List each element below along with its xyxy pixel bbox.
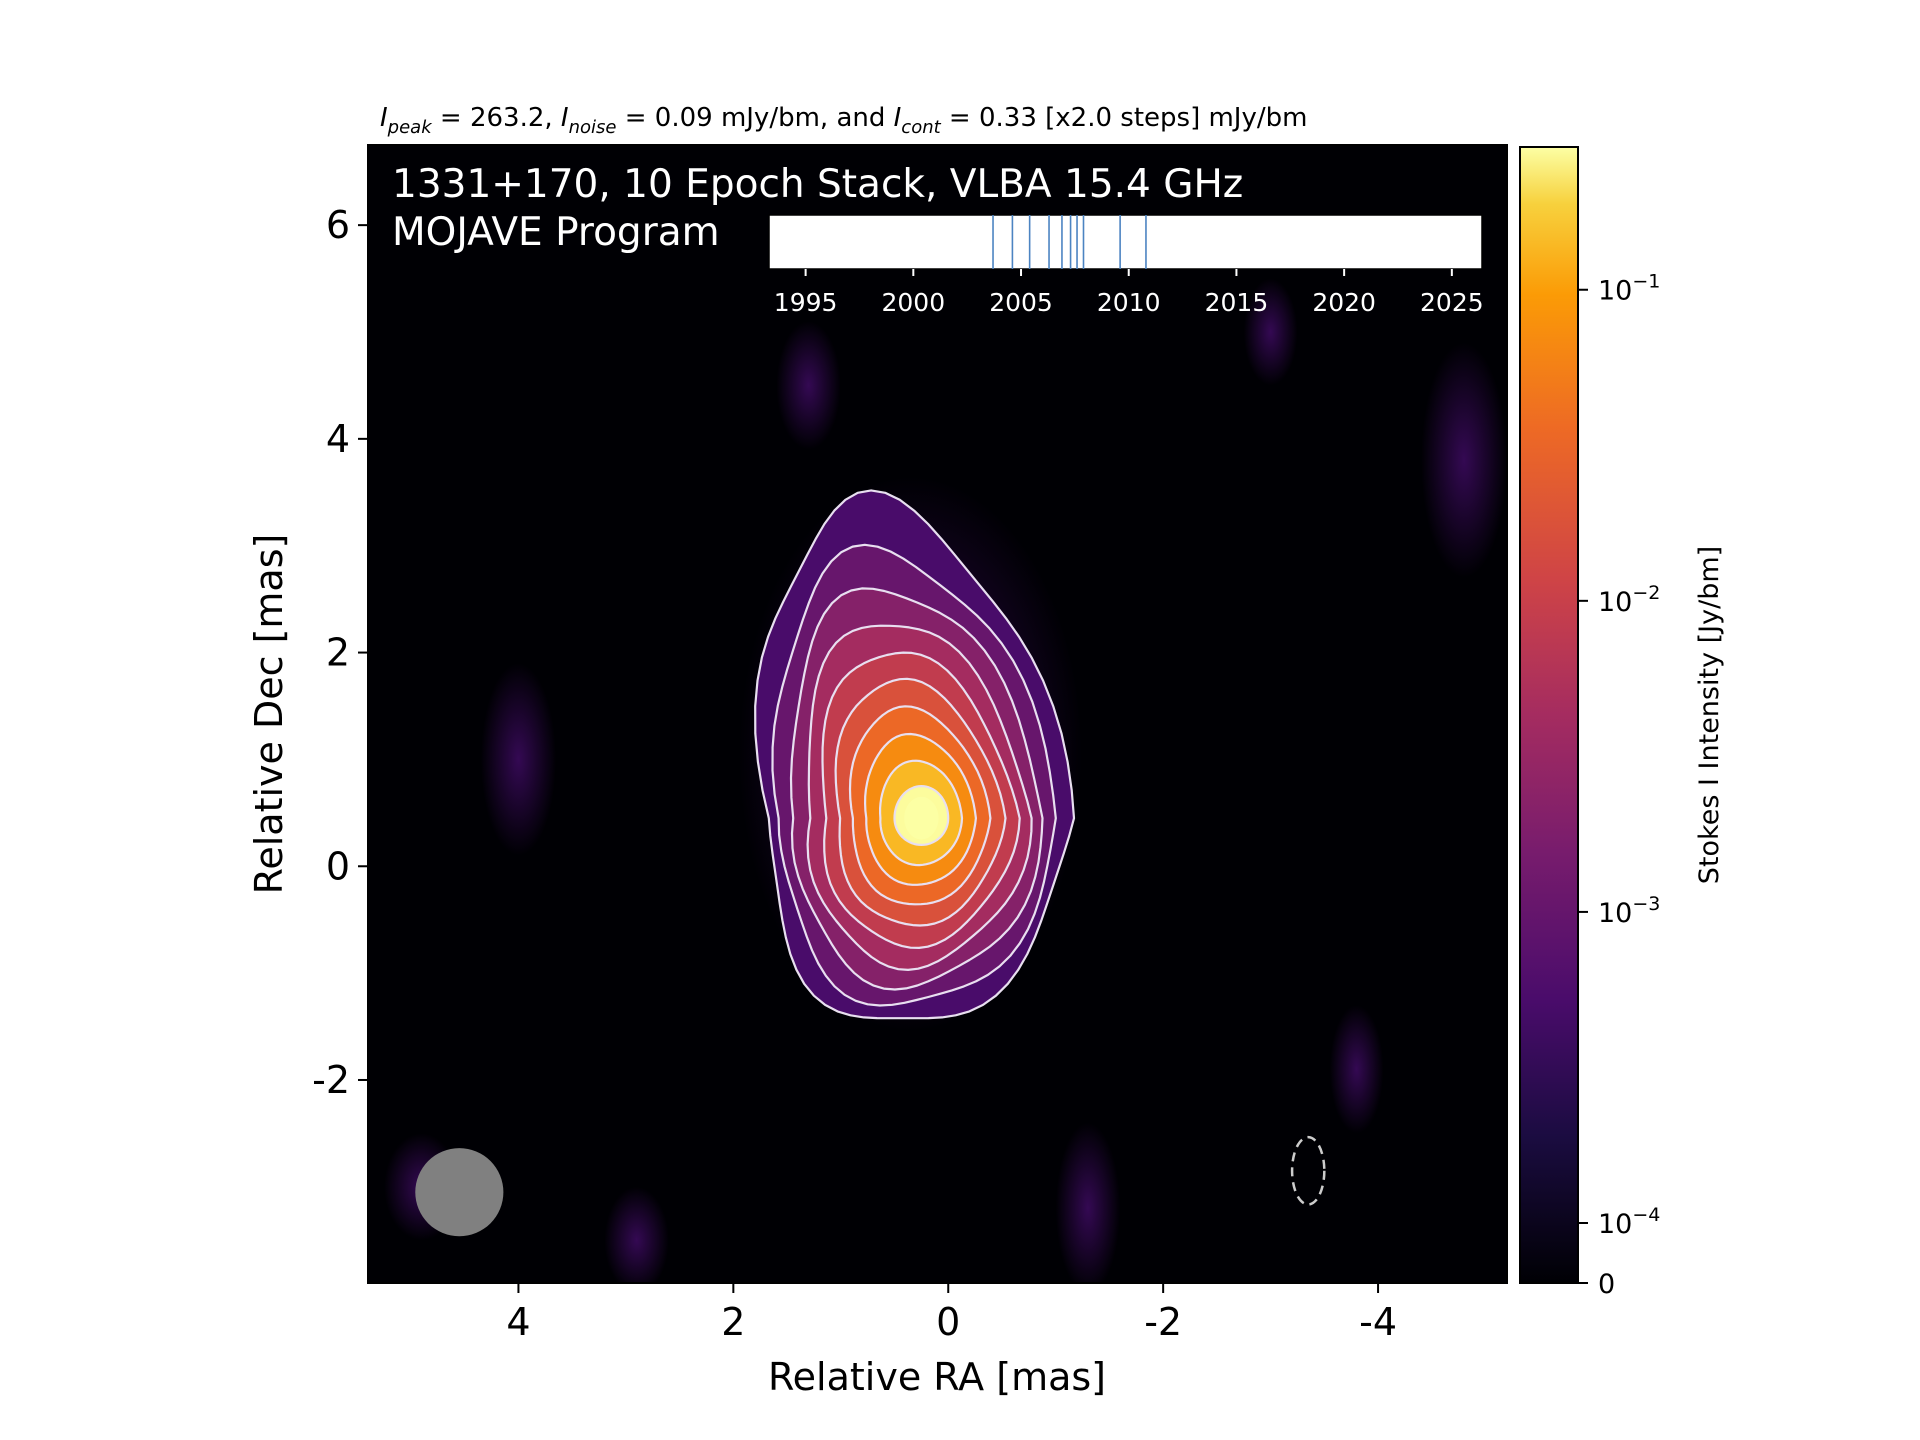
y-axis-label: Relative Dec [mas] — [247, 534, 291, 895]
timeline-tick-label: 2015 — [1205, 288, 1269, 317]
colorbar-tick-label: 0 — [1598, 1269, 1615, 1300]
dashed-ellipse — [1290, 1135, 1326, 1206]
y-tick-label: 4 — [326, 417, 350, 461]
timeline-tick-label: 2020 — [1312, 288, 1376, 317]
colorbar-label: Stokes I Intensity [Jy/bm] — [1694, 546, 1725, 884]
noise-blob — [776, 321, 841, 450]
contour-set — [738, 476, 1083, 1032]
noise-blob — [480, 663, 557, 856]
noise-blob — [1421, 342, 1507, 578]
intensity-map — [368, 145, 1507, 1283]
noise-features — [384, 278, 1507, 1283]
timeline-tick-label: 2005 — [989, 288, 1053, 317]
map-frame — [367, 144, 1508, 1284]
timeline-tick-label: 2000 — [882, 288, 946, 317]
header-stats: Ipeak = 263.2, Inoise = 0.09 mJy/bm, and… — [380, 103, 1307, 138]
beam-circle — [415, 1148, 504, 1237]
timeline-tick-label: 1995 — [774, 288, 838, 317]
x-tick-label: 4 — [506, 1300, 530, 1344]
overlay-subtitle: MOJAVE Program — [392, 210, 720, 255]
colorbar-tick-label: 10−4 — [1598, 1204, 1660, 1240]
x-axis: 4 2 0 -2 -4 — [506, 1283, 1397, 1344]
colorbar-tick-label: 10−3 — [1598, 893, 1660, 929]
y-tick-label: 0 — [326, 844, 350, 888]
x-tick-label: 0 — [936, 1300, 960, 1344]
noise-blob — [604, 1186, 669, 1283]
colorbar-tick-label: 10−2 — [1598, 582, 1660, 618]
epoch-timeline: 1995 2000 2005 2010 2015 2020 2025 — [768, 214, 1484, 317]
source-peak — [904, 796, 939, 840]
x-tick-label: 2 — [721, 1300, 745, 1344]
x-axis-label: Relative RA [mas] — [768, 1355, 1106, 1399]
y-tick-label: -2 — [312, 1058, 350, 1102]
timeline-frame — [768, 214, 1483, 270]
y-axis: -2 0 2 4 6 — [312, 203, 368, 1102]
overlay-title: 1331+170, 10 Epoch Stack, VLBA 15.4 GHz — [392, 162, 1243, 207]
noise-blob — [1055, 1122, 1121, 1283]
noise-blob — [1243, 278, 1298, 386]
y-tick-label: 2 — [326, 631, 350, 675]
x-tick-label: -2 — [1144, 1300, 1182, 1344]
timeline-tick-label: 2010 — [1097, 288, 1161, 317]
x-tick-label: -4 — [1359, 1300, 1397, 1344]
y-tick-label: 6 — [326, 203, 350, 247]
noise-blob — [1329, 1005, 1384, 1134]
colorbar: 0 10−4 10−3 10−2 10−1 Stokes I Intensity [Jy… — [1519, 146, 1725, 1300]
colorbar-tick-label: 10−1 — [1598, 271, 1660, 307]
colorbar-gradient — [1519, 146, 1579, 1284]
timeline-tick-label: 2025 — [1420, 288, 1484, 317]
